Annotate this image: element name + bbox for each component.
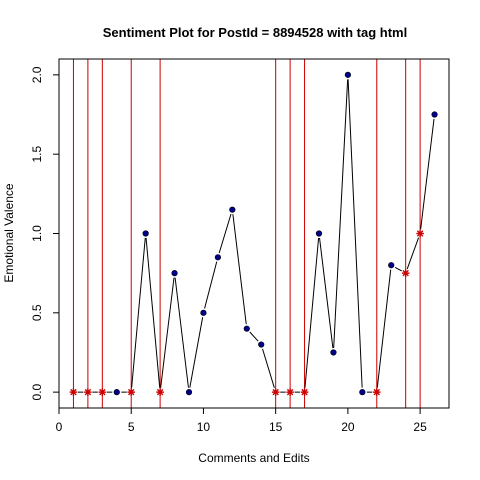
edit-marker-24 [401, 269, 410, 277]
x-axis-label: Comments and Edits [198, 451, 309, 465]
edit-vertical-lines [72, 59, 421, 408]
edit-marker-stroke [416, 230, 424, 237]
segment-14 [262, 348, 275, 388]
data-point-21 [359, 389, 366, 396]
edit-marker-stroke [301, 388, 308, 396]
y-tick-label-2: 2.0 [30, 66, 44, 83]
data-point-23 [388, 262, 395, 269]
edit-marker-stroke [286, 388, 294, 396]
plot-frame [58, 58, 450, 409]
segment-20 [347, 79, 363, 388]
segment-25 [420, 118, 435, 230]
segment-13 [249, 331, 259, 342]
segment-12 [232, 214, 247, 325]
edit-marker-22 [372, 388, 381, 396]
data-point-19 [330, 349, 337, 356]
edit-marker-stroke [70, 388, 77, 396]
edit-marker-15 [271, 388, 280, 396]
y-tick-label-0: 0.0 [30, 383, 44, 400]
edit-marker-5 [127, 388, 136, 396]
edit-marker-1 [69, 388, 78, 396]
edit-marker-7 [156, 388, 164, 396]
segment-11 [218, 213, 232, 254]
edit-marker-stroke [373, 388, 381, 396]
edit-marker-stroke [156, 388, 164, 396]
segment-6 [145, 237, 161, 388]
data-point-13 [243, 325, 250, 332]
edit-marker-stroke [99, 388, 106, 396]
data-point-26 [431, 111, 438, 118]
x-tick-label-10: 10 [197, 420, 211, 434]
x-tick-label-25: 25 [413, 420, 427, 434]
y-axis: 0.0 0.5 1.0 1.5 2.0 [30, 66, 60, 400]
data-points [69, 71, 438, 396]
data-point-11 [214, 254, 221, 261]
data-point-8 [171, 270, 178, 277]
edit-marker-3 [98, 388, 107, 396]
data-point-10 [200, 309, 207, 316]
segment-7 [160, 277, 175, 388]
chart-title: Sentiment Plot for PostId = 8894528 with… [103, 25, 407, 40]
edit-marker-stroke [402, 269, 409, 277]
segment-5 [131, 237, 146, 388]
data-point-14 [258, 341, 265, 348]
segment-17 [304, 237, 320, 388]
segment-24 [406, 237, 420, 270]
edit-marker-17 [300, 388, 309, 396]
data-point-18 [315, 230, 323, 237]
y-tick-label-1.5: 1.5 [30, 146, 44, 163]
data-point-20 [344, 71, 351, 78]
edit-marker-2 [84, 388, 92, 396]
edit-marker-16 [286, 388, 294, 396]
x-tick-label-5: 5 [128, 420, 135, 434]
edit-marker-stroke [272, 388, 279, 396]
segment-18 [319, 237, 334, 349]
data-point-4 [113, 389, 120, 396]
edit-marker-stroke [84, 388, 92, 396]
edit-marker-stroke [127, 388, 135, 396]
segment-19 [333, 79, 349, 349]
segment-9 [189, 317, 204, 388]
edit-marker-25 [416, 229, 424, 238]
x-axis: 0 5 10 15 20 25 [56, 407, 427, 434]
x-tick-label-15: 15 [269, 420, 283, 434]
x-tick-label-20: 20 [341, 420, 355, 434]
y-axis-label: Emotional Valence [2, 183, 16, 282]
segment-23 [394, 266, 402, 272]
y-tick-label-1: 1.0 [30, 225, 44, 242]
data-point-9 [185, 389, 193, 396]
x-tick-label-0: 0 [56, 420, 63, 434]
segment-10 [204, 261, 218, 309]
segment-22 [376, 269, 392, 388]
data-point-6 [142, 230, 149, 237]
data-point-12 [229, 206, 236, 213]
segment-8 [174, 277, 189, 388]
y-tick-label-0.5: 0.5 [30, 304, 44, 321]
series-line [77, 79, 435, 393]
